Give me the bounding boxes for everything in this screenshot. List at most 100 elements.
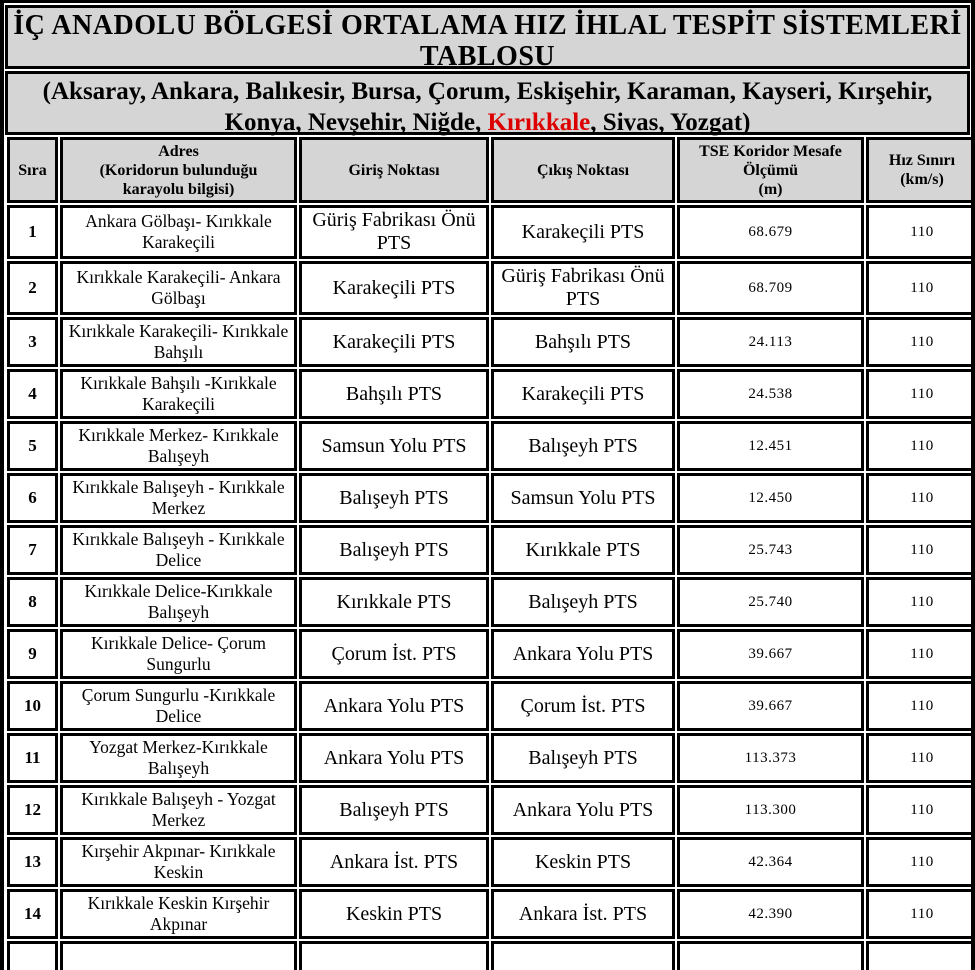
cell-adres: Çorum Sungurlu -Kırıkkale Delice — [60, 681, 297, 731]
cell-sira: 8 — [7, 577, 58, 627]
table-row: 8 Kırıkkale Delice-Kırıkkale Balışeyh Kırı… — [7, 577, 971, 627]
cell-sira: 13 — [7, 837, 58, 887]
column-header-mesafe: TSE Koridor Mesafe Ölçümü (m) — [677, 137, 864, 203]
cell-sira: 1 — [7, 205, 58, 259]
cell-mesafe: 39.667 — [677, 681, 864, 731]
region-list-subtitle: (Aksaray, Ankara, Balıkesir, Bursa, Çoru… — [5, 71, 970, 136]
table-row: 2 Kırıkkale Karakeçili- Ankara Gölbaşı Kar… — [7, 261, 971, 315]
cell-giris: Balışeyh PTS — [299, 473, 489, 523]
cell-mesafe: 68.709 — [677, 261, 864, 315]
cell-cikis — [491, 941, 675, 970]
highlighted-city: Kırıkkale — [487, 109, 591, 136]
cell-hiz: 110 — [866, 421, 971, 471]
cell-giris: Karakeçili PTS — [299, 317, 489, 367]
cell-giris: Çorum İst. PTS — [299, 629, 489, 679]
table-row: 11 Yozgat Merkez-Kırıkkale Balışeyh Ankara… — [7, 733, 971, 783]
cell-giris: Ankara Yolu PTS — [299, 681, 489, 731]
cell-adres: Kırıkkale Delice- Çorum Sungurlu — [60, 629, 297, 679]
cell-cikis: Balışeyh PTS — [491, 421, 675, 471]
cell-sira: 4 — [7, 369, 58, 419]
cell-cikis: Keskin PTS — [491, 837, 675, 887]
cell-adres: Ankara Gölbaşı- Kırıkkale Karakeçili — [60, 205, 297, 259]
cell-giris: Bahşılı PTS — [299, 369, 489, 419]
cell-adres: Kırıkkale Bahşılı -Kırıkkale Karakeçili — [60, 369, 297, 419]
cell-sira: 9 — [7, 629, 58, 679]
cell-cikis: Bahşılı PTS — [491, 317, 675, 367]
region-list-prefix: (Aksaray, Ankara, Balıkesir, Bursa, Çoru… — [42, 78, 933, 136]
cell-giris: Ankara İst. PTS — [299, 837, 489, 887]
cell-hiz: 110 — [866, 785, 971, 835]
cell-hiz: 110 — [866, 317, 971, 367]
table-row: 7 Kırıkkale Balışeyh - Kırıkkale Delice Ba… — [7, 525, 971, 575]
cell-hiz: 110 — [866, 681, 971, 731]
cell-mesafe: 42.364 — [677, 837, 864, 887]
cell-mesafe: 12.451 — [677, 421, 864, 471]
cell-giris: Keskin PTS — [299, 889, 489, 939]
cell-cikis: Balışeyh PTS — [491, 733, 675, 783]
cell-cikis: Karakeçili PTS — [491, 369, 675, 419]
column-header-hiz: Hız Sınırı (km/s) — [866, 137, 971, 203]
column-header-cikis: Çıkış Noktası — [491, 137, 675, 203]
cell-cikis: Ankara Yolu PTS — [491, 785, 675, 835]
cell-hiz — [866, 941, 971, 970]
table-row: 5 Kırıkkale Merkez- Kırıkkale Balışeyh Sam… — [7, 421, 971, 471]
table-row — [7, 941, 971, 970]
column-header-adres: Adres (Koridorun bulunduğu karayolu bilg… — [60, 137, 297, 203]
cell-mesafe: 25.740 — [677, 577, 864, 627]
cell-adres: Kırıkkale Delice-Kırıkkale Balışeyh — [60, 577, 297, 627]
region-list-suffix: , Sivas, Yozgat) — [590, 109, 751, 136]
cell-giris — [299, 941, 489, 970]
cell-cikis: Kırıkkale PTS — [491, 525, 675, 575]
cell-cikis: Güriş Fabrikası Önü PTS — [491, 261, 675, 315]
cell-adres: Kırıkkale Merkez- Kırıkkale Balışeyh — [60, 421, 297, 471]
cell-giris: Karakeçili PTS — [299, 261, 489, 315]
table-row: 6 Kırıkkale Balışeyh - Kırıkkale Merkez Ba… — [7, 473, 971, 523]
cell-adres: Kırıkkale Keskin Kırşehir Akpınar — [60, 889, 297, 939]
cell-sira: 5 — [7, 421, 58, 471]
table-row: 3 Kırıkkale Karakeçili- Kırıkkale Bahşılı… — [7, 317, 971, 367]
page-title: İÇ ANADOLU BÖLGESİ ORTALAMA HIZ İHLAL TE… — [5, 5, 970, 72]
table-row: 13 Kırşehir Akpınar- Kırıkkale Keskin Anka… — [7, 837, 971, 887]
cell-adres: Kırıkkale Balışeyh - Kırıkkale Delice — [60, 525, 297, 575]
table-row: 4 Kırıkkale Bahşılı -Kırıkkale Karakeçili… — [7, 369, 971, 419]
cell-cikis: Ankara İst. PTS — [491, 889, 675, 939]
cell-mesafe: 25.743 — [677, 525, 864, 575]
cell-sira: 14 — [7, 889, 58, 939]
cell-sira: 2 — [7, 261, 58, 315]
cell-giris: Güriş Fabrikası Önü PTS — [299, 205, 489, 259]
cell-cikis: Karakeçili PTS — [491, 205, 675, 259]
header-row: Sıra Adres (Koridorun bulunduğu karayolu … — [7, 137, 971, 203]
cell-hiz: 110 — [866, 369, 971, 419]
column-header-sira: Sıra — [7, 137, 58, 203]
cell-adres: Kırıkkale Balışeyh - Kırıkkale Merkez — [60, 473, 297, 523]
cell-giris: Balışeyh PTS — [299, 785, 489, 835]
cell-cikis: Çorum İst. PTS — [491, 681, 675, 731]
cell-hiz: 110 — [866, 629, 971, 679]
cell-adres: Yozgat Merkez-Kırıkkale Balışeyh — [60, 733, 297, 783]
cell-cikis: Samsun Yolu PTS — [491, 473, 675, 523]
cell-hiz: 110 — [866, 205, 971, 259]
cell-cikis: Balışeyh PTS — [491, 577, 675, 627]
cell-sira: 11 — [7, 733, 58, 783]
table-body: 1 Ankara Gölbaşı- Kırıkkale Karakeçili Gür… — [7, 205, 971, 970]
cell-mesafe: 24.538 — [677, 369, 864, 419]
cell-mesafe: 113.300 — [677, 785, 864, 835]
cell-mesafe: 39.667 — [677, 629, 864, 679]
cell-hiz: 110 — [866, 525, 971, 575]
cell-hiz: 110 — [866, 261, 971, 315]
cell-hiz: 110 — [866, 733, 971, 783]
cell-hiz: 110 — [866, 577, 971, 627]
cell-mesafe: 12.450 — [677, 473, 864, 523]
cell-mesafe: 68.679 — [677, 205, 864, 259]
cell-mesafe — [677, 941, 864, 970]
column-header-giris: Giriş Noktası — [299, 137, 489, 203]
cell-giris: Ankara Yolu PTS — [299, 733, 489, 783]
table-row: 10 Çorum Sungurlu -Kırıkkale Delice Ankara… — [7, 681, 971, 731]
cell-adres — [60, 941, 297, 970]
cell-mesafe: 42.390 — [677, 889, 864, 939]
cell-cikis: Ankara Yolu PTS — [491, 629, 675, 679]
cell-giris: Kırıkkale PTS — [299, 577, 489, 627]
cell-adres: Kırıkkale Karakeçili- Ankara Gölbaşı — [60, 261, 297, 315]
cell-adres: Kırıkkale Balışeyh - Yozgat Merkez — [60, 785, 297, 835]
